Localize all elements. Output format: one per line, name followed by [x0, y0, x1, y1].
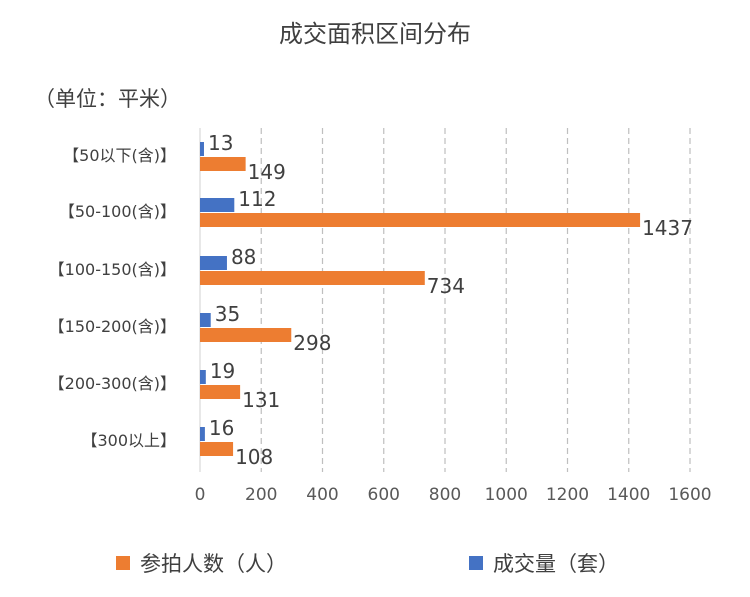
x-tick-label: 800: [429, 485, 461, 505]
x-tick-label: 1600: [668, 485, 711, 505]
x-tick-label: 400: [306, 485, 338, 505]
x-tick-label: 1200: [546, 485, 589, 505]
category-label: 【300以上】: [81, 431, 176, 450]
bar-deals: [200, 313, 211, 327]
data-label-participants: 149: [248, 160, 286, 184]
bar-participants: [200, 213, 641, 227]
bar-participants: [200, 271, 425, 285]
x-tick-label: 200: [245, 485, 277, 505]
data-label-participants: 108: [235, 445, 273, 469]
legend-swatch-participants: [116, 556, 130, 570]
data-label-deals: 88: [231, 245, 256, 269]
legend-label-participants: 参拍人数（人）: [140, 552, 287, 576]
category-label: 【50-100(含)】: [59, 202, 176, 221]
data-label-participants: 131: [242, 388, 280, 412]
data-label-deals: 112: [238, 187, 276, 211]
x-tick-label: 1000: [485, 485, 528, 505]
bar-participants: [200, 328, 292, 342]
x-tick-label: 1400: [607, 485, 650, 505]
category-label: 【100-150(含)】: [49, 260, 176, 279]
data-label-participants: 298: [293, 331, 331, 355]
data-label-deals: 13: [208, 131, 233, 155]
category-label: 【50以下(含)】: [63, 146, 176, 165]
legend-label-deals: 成交量（套）: [493, 552, 619, 576]
legend-item-deals: 成交量（套）: [469, 548, 619, 578]
legend-item-participants: 参拍人数（人）: [116, 548, 287, 578]
bar-deals: [200, 142, 204, 156]
category-label: 【200-300(含)】: [49, 374, 176, 393]
x-tick-label: 600: [368, 485, 400, 505]
chart-legend: 参拍人数（人） 成交量（套）: [0, 548, 750, 578]
data-label-participants: 734: [427, 274, 465, 298]
legend-swatch-deals: [469, 556, 483, 570]
bar-deals: [200, 256, 227, 270]
data-label-deals: 35: [215, 302, 240, 326]
bar-participants: [200, 157, 246, 171]
data-label-deals: 19: [210, 359, 235, 383]
bar-participants: [200, 385, 241, 399]
chart-title: 成交面积区间分布: [279, 20, 471, 48]
bar-deals: [200, 427, 205, 441]
bar-participants: [200, 442, 234, 456]
bar-deals: [200, 370, 206, 384]
x-tick-label: 0: [195, 485, 206, 505]
data-label-deals: 16: [209, 416, 234, 440]
category-label: 【150-200(含)】: [49, 317, 176, 336]
unit-label: （单位：平米）: [34, 87, 181, 111]
bar-deals: [200, 198, 235, 212]
data-label-participants: 1437: [642, 216, 693, 240]
